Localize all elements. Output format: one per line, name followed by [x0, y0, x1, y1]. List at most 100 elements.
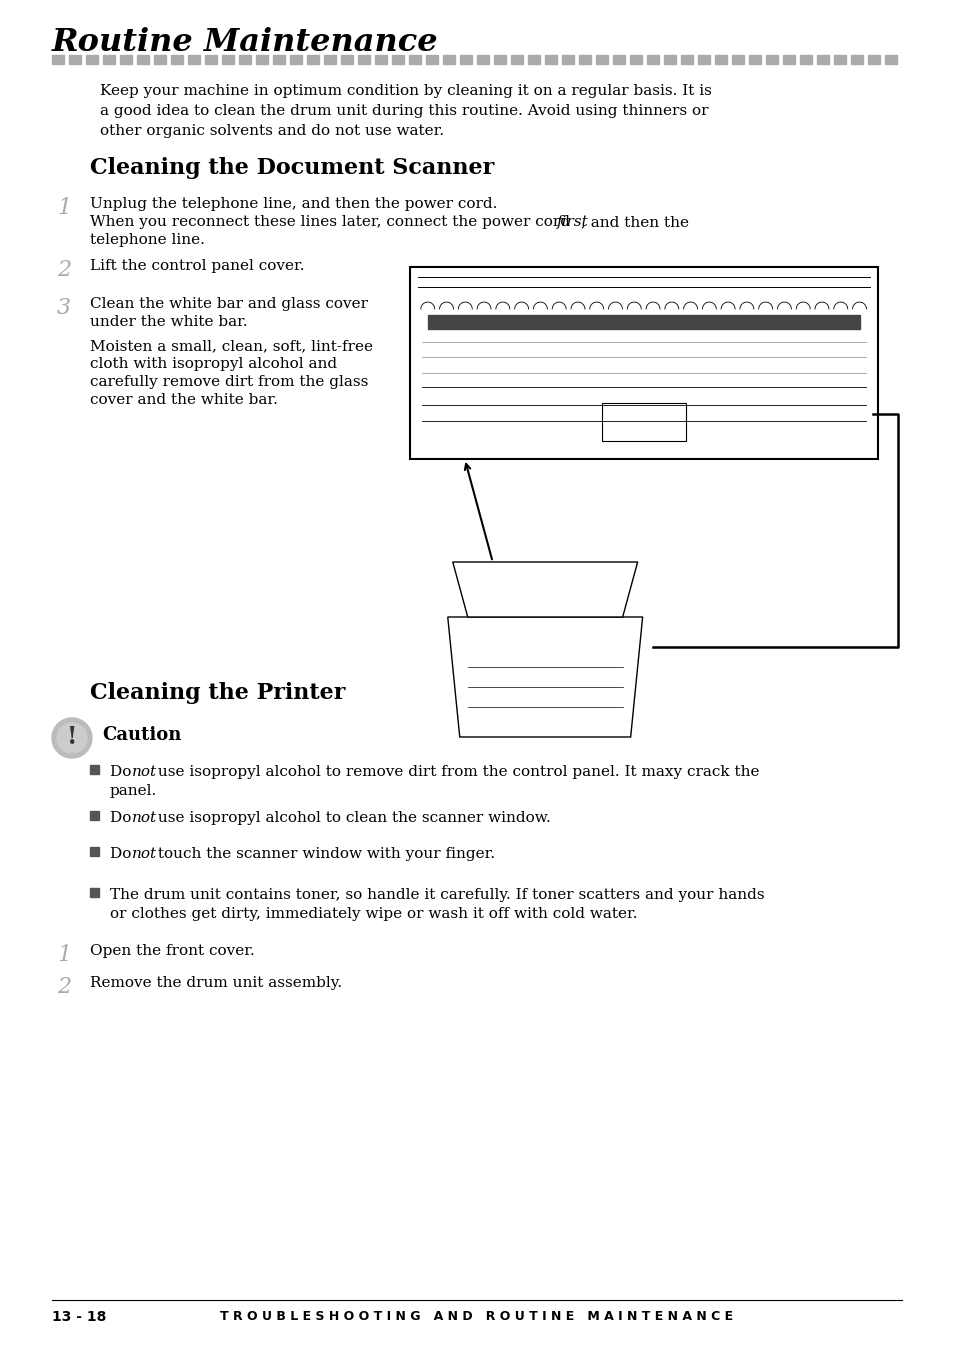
Text: 13 - 18: 13 - 18 [51, 1310, 106, 1324]
Text: When you reconnect these lines later, connect the power cord: When you reconnect these lines later, co… [90, 215, 575, 228]
Bar [120, 55, 132, 64]
Bar [459, 55, 471, 64]
Text: cloth with isopropyl alcohol and: cloth with isopropyl alcohol and [90, 357, 336, 370]
Bar [90, 765, 99, 773]
Bar [205, 55, 216, 64]
Text: carefully remove dirt from the glass: carefully remove dirt from the glass [90, 375, 368, 389]
Bar [340, 55, 353, 64]
Bar [510, 55, 522, 64]
Bar [663, 55, 675, 64]
Bar [781, 55, 794, 64]
Circle shape [51, 718, 91, 758]
Bar [51, 55, 64, 64]
Bar [850, 55, 862, 64]
Bar [714, 55, 726, 64]
Bar [578, 55, 590, 64]
Polygon shape [447, 617, 642, 737]
Bar [764, 55, 777, 64]
Text: Routine Maintenance: Routine Maintenance [51, 27, 438, 58]
Bar [408, 55, 420, 64]
Text: Open the front cover.: Open the front cover. [90, 944, 254, 959]
Bar [69, 55, 81, 64]
Circle shape [57, 723, 87, 753]
Text: Moisten a small, clean, soft, lint-free: Moisten a small, clean, soft, lint-free [90, 339, 373, 353]
Text: Do: Do [110, 811, 136, 825]
Text: Caution: Caution [102, 726, 181, 744]
Bar [494, 55, 505, 64]
Bar [90, 888, 99, 896]
Bar [392, 55, 403, 64]
Bar [544, 55, 557, 64]
Bar [153, 55, 166, 64]
Bar [307, 55, 318, 64]
Text: Do: Do [110, 846, 136, 861]
Bar [357, 55, 370, 64]
Bar [427, 315, 859, 329]
Text: Lift the control panel cover.: Lift the control panel cover. [90, 260, 304, 273]
Bar [476, 55, 488, 64]
Text: use isopropyl alcohol to remove dirt from the control panel. It maxy crack the: use isopropyl alcohol to remove dirt fro… [152, 765, 759, 779]
Bar [679, 55, 692, 64]
Bar [833, 55, 844, 64]
Text: T R O U B L E S H O O T I N G   A N D   R O U T I N E   M A I N T E N A N C E: T R O U B L E S H O O T I N G A N D R O … [220, 1310, 733, 1324]
Text: under the white bar.: under the white bar. [90, 315, 248, 329]
Bar [410, 266, 877, 458]
Text: Unplug the telephone line, and then the power cord.: Unplug the telephone line, and then the … [90, 197, 497, 211]
Polygon shape [453, 562, 637, 617]
Text: 1: 1 [57, 197, 71, 219]
Bar [137, 55, 149, 64]
Bar [323, 55, 335, 64]
Bar [527, 55, 539, 64]
Text: first: first [557, 215, 588, 228]
Text: , and then the: , and then the [580, 215, 688, 228]
Bar [731, 55, 742, 64]
Bar [866, 55, 879, 64]
Bar [799, 55, 811, 64]
Text: Cleaning the Document Scanner: Cleaning the Document Scanner [90, 157, 494, 178]
Text: Keep your machine in optimum condition by cleaning it on a regular basis. It is: Keep your machine in optimum condition b… [100, 84, 711, 97]
Bar [816, 55, 827, 64]
Text: telephone line.: telephone line. [90, 233, 205, 247]
Text: 2: 2 [57, 260, 71, 281]
Bar [238, 55, 251, 64]
Bar [697, 55, 709, 64]
Text: The drum unit contains toner, so handle it carefully. If toner scatters and your: The drum unit contains toner, so handle … [110, 888, 763, 902]
Bar [90, 811, 99, 821]
Text: or clothes get dirty, immediately wipe or wash it off with cold water.: or clothes get dirty, immediately wipe o… [110, 907, 637, 921]
Bar [90, 846, 99, 856]
Bar [222, 55, 233, 64]
Text: use isopropyl alcohol to clean the scanner window.: use isopropyl alcohol to clean the scann… [152, 811, 550, 825]
Text: Clean the white bar and glass cover: Clean the white bar and glass cover [90, 297, 368, 311]
Text: cover and the white bar.: cover and the white bar. [90, 393, 277, 407]
Bar [748, 55, 760, 64]
Text: other organic solvents and do not use water.: other organic solvents and do not use wa… [100, 124, 443, 138]
Text: 2: 2 [57, 976, 71, 998]
Text: Do: Do [110, 765, 136, 779]
Bar [171, 55, 183, 64]
Text: not: not [132, 811, 157, 825]
Text: panel.: panel. [110, 784, 157, 798]
Bar [188, 55, 200, 64]
Text: a good idea to clean the drum unit during this routine. Avoid using thinners or: a good idea to clean the drum unit durin… [100, 104, 708, 118]
Bar [290, 55, 301, 64]
Bar [646, 55, 658, 64]
Bar [375, 55, 386, 64]
Bar [595, 55, 607, 64]
Text: 3: 3 [57, 297, 71, 319]
Bar [425, 55, 437, 64]
Bar [561, 55, 573, 64]
Text: 1: 1 [57, 944, 71, 965]
Bar [442, 55, 455, 64]
Bar [86, 55, 98, 64]
Bar [273, 55, 285, 64]
Bar [255, 55, 268, 64]
Bar [103, 55, 114, 64]
Bar [629, 55, 641, 64]
Text: not: not [132, 846, 157, 861]
Bar [883, 55, 896, 64]
Bar [612, 55, 624, 64]
Text: touch the scanner window with your finger.: touch the scanner window with your finge… [152, 846, 495, 861]
Text: !: ! [67, 725, 77, 749]
Bar [601, 403, 685, 441]
Text: not: not [132, 765, 157, 779]
